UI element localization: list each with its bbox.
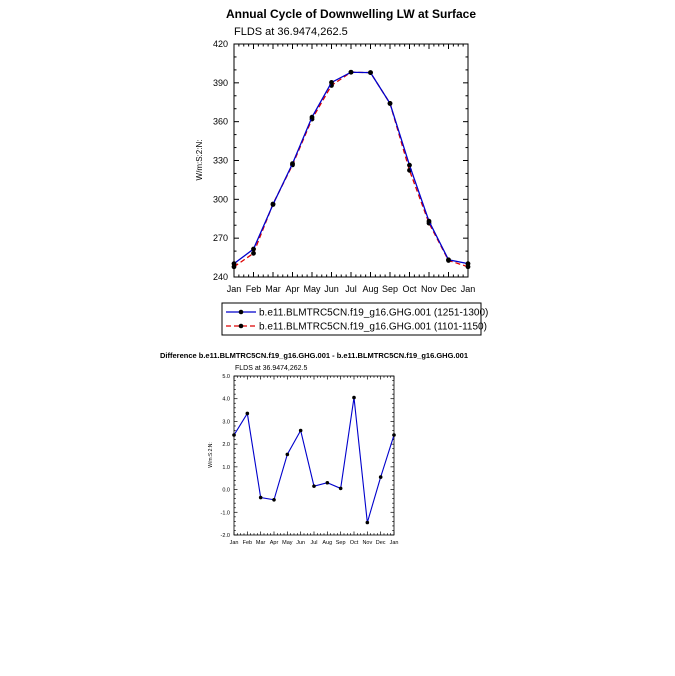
data-point [465,261,471,267]
y-tick-label: 1.0 [222,465,230,471]
difference-y-axis-label: W/m:S:2:N: [208,442,214,468]
legend-box [221,302,482,336]
data-point [426,218,432,224]
x-tick-label: Jun [324,284,339,294]
x-tick-label: Jan [227,284,242,294]
difference-chart: Difference b.e11.BLMTRC5CN.f19_g16.GHG.0… [160,351,468,546]
annual-cycle-chart: Annual Cycle of Downwelling LW at Surfac… [195,7,488,336]
x-tick-label: Aug [362,284,378,294]
x-tick-label: Jan [390,540,399,546]
x-tick-label: Nov [362,540,372,546]
x-tick-label: Dec [440,284,457,294]
y-tick-label: 0.0 [222,488,230,494]
x-tick-label: Mar [265,284,281,294]
data-point [387,101,393,106]
x-tick-label: Nov [421,284,438,294]
data-point [392,433,396,437]
x-tick-label: Mar [256,540,266,546]
x-tick-label: Feb [246,284,262,294]
series-line-1 [233,71,469,265]
y-tick-label: 240 [213,272,228,282]
x-tick-label: Apr [270,540,279,546]
data-point [290,161,295,167]
chart-subtitle: FLDS at 36.9474,262.5 [234,26,348,38]
x-tick-label: Sep [382,284,398,294]
legend-marker-series-1 [238,309,244,315]
data-point [338,486,343,491]
data-point [285,452,290,457]
data-point [312,484,316,488]
data-point [251,250,256,256]
data-point [352,395,356,400]
x-tick-label: Jan [461,284,476,294]
data-point [407,162,412,168]
data-point [232,433,236,437]
y-tick-label: 2.0 [222,442,230,448]
x-tick-label: Jan [230,540,239,546]
difference-chart-title: Difference b.e11.BLMTRC5CN.f19_g16.GHG.0… [160,351,468,360]
data-point [298,428,303,433]
y-tick-label: -2.0 [221,533,230,539]
series-line-2 [233,71,469,268]
data-point [348,69,354,75]
data-point [272,497,276,502]
data-point [231,261,237,267]
x-tick-label: Aug [322,540,332,546]
x-tick-label: Apr [285,284,299,294]
legend: b.e11.BLMTRC5CN.f19_g16.GHG.001 (1251-13… [221,302,488,336]
data-point [368,70,373,76]
x-tick-label: Dec [376,540,386,546]
y-tick-label: -1.0 [221,510,230,516]
difference-plot-frame [233,375,395,536]
y-tick-label: 3.0 [222,419,230,425]
data-point [245,411,250,416]
data-point [446,257,451,263]
x-tick-label: Jul [345,284,357,294]
data-point [325,480,330,485]
y-tick-label: 390 [213,78,228,88]
x-tick-label: Feb [243,540,252,546]
x-tick-label: Jul [310,540,317,546]
y-tick-label: 360 [213,117,228,127]
plot-frame [233,43,469,278]
data-point [329,80,334,85]
x-tick-label: May [303,284,321,294]
y-tick-label: 300 [213,194,228,204]
x-tick-label: Oct [350,540,359,546]
legend-marker-series-2 [238,323,244,329]
y-tick-label: 270 [213,233,228,243]
data-point [251,246,256,252]
chart-title: Annual Cycle of Downwelling LW at Surfac… [226,7,476,21]
x-tick-label: Oct [402,284,417,294]
data-point [258,495,263,500]
x-tick-label: Jun [296,540,305,546]
legend-label-series-1: b.e11.BLMTRC5CN.f19_g16.GHG.001 (1251-13… [259,308,488,319]
y-tick-label: 4.0 [222,397,230,403]
series-line-1 [233,397,395,523]
data-point [270,202,276,207]
y-axis-label: W/m:S:2:N: [195,140,204,181]
data-point [378,475,383,479]
x-tick-label: Sep [336,540,346,546]
y-tick-label: 420 [213,39,228,49]
difference-chart-subtitle: FLDS at 36.9474,262.5 [235,365,307,372]
y-tick-label: 330 [213,156,228,166]
x-tick-label: May [282,540,293,546]
data-point [309,114,315,120]
legend-label-series-2: b.e11.BLMTRC5CN.f19_g16.GHG.001 (1101-11… [259,322,487,333]
data-point [365,520,370,525]
y-tick-label: 5.0 [222,374,230,380]
